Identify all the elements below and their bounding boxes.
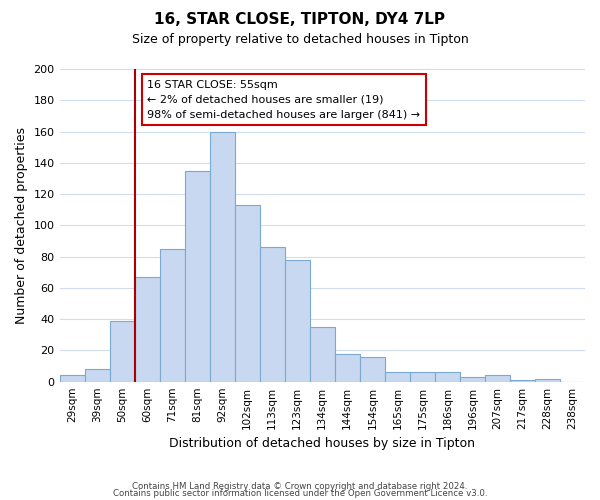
Bar (360, 356, 385, 382)
Text: Size of property relative to detached houses in Tipton: Size of property relative to detached ho… (131, 32, 469, 46)
Bar (435, 372, 460, 382)
Bar (134, 277, 160, 382)
Bar (460, 377, 485, 382)
Bar (385, 372, 410, 382)
X-axis label: Distribution of detached houses by size in Tipton: Distribution of detached houses by size … (169, 437, 475, 450)
Text: 16, STAR CLOSE, TIPTON, DY4 7LP: 16, STAR CLOSE, TIPTON, DY4 7LP (155, 12, 445, 28)
Bar (485, 376, 510, 382)
Text: 16 STAR CLOSE: 55sqm
← 2% of detached houses are smaller (19)
98% of semi-detach: 16 STAR CLOSE: 55sqm ← 2% of detached ho… (147, 80, 420, 120)
Bar (510, 380, 535, 382)
Bar (410, 372, 435, 382)
Bar (185, 170, 209, 382)
Bar (85, 369, 110, 382)
Bar (535, 378, 560, 382)
Bar (160, 249, 185, 382)
Bar (285, 260, 310, 382)
Bar (209, 132, 235, 382)
Bar (59, 376, 85, 382)
Y-axis label: Number of detached properties: Number of detached properties (15, 127, 28, 324)
Bar (260, 247, 285, 382)
Bar (110, 320, 134, 382)
Bar (235, 205, 260, 382)
Text: Contains HM Land Registry data © Crown copyright and database right 2024.: Contains HM Land Registry data © Crown c… (132, 482, 468, 491)
Bar (335, 354, 360, 382)
Text: Contains public sector information licensed under the Open Government Licence v3: Contains public sector information licen… (113, 490, 487, 498)
Bar (310, 327, 335, 382)
